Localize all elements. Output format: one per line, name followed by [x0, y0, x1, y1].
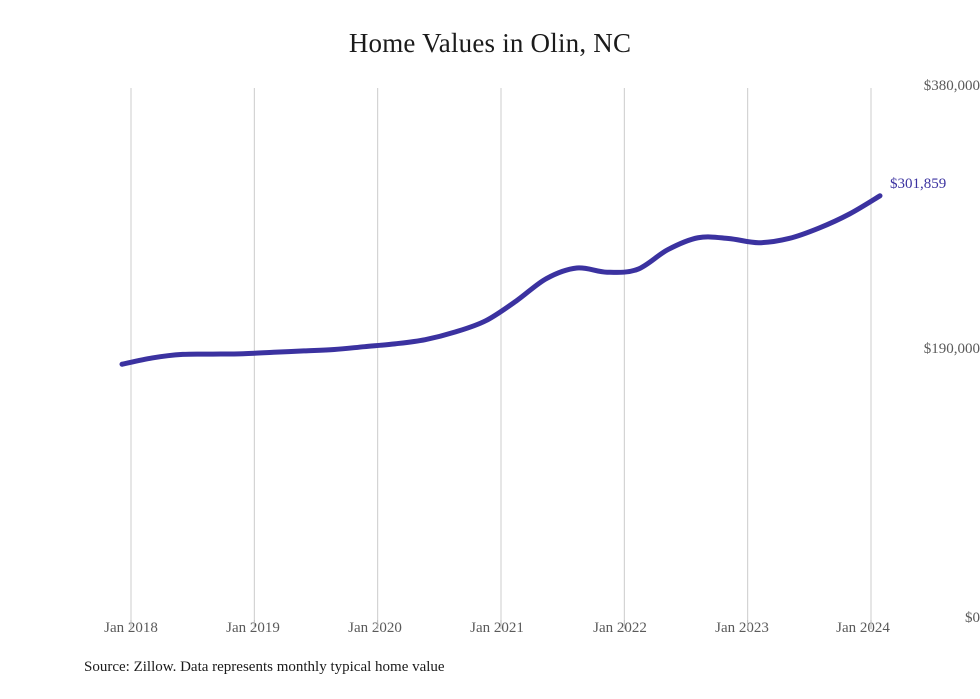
y-axis-tick-label-380000: $380,000	[923, 78, 980, 94]
x-axis-tick-marks	[130, 620, 872, 629]
source-note: Source: Zillow. Data represents monthly …	[84, 659, 445, 675]
chart-title: Home Values in Olin, NC	[348, 28, 632, 58]
x-axis-tick-label-jan-2019: Jan 2019	[226, 620, 280, 636]
x-axis-tick-label-jan-2021: Jan 2021	[470, 620, 524, 636]
x-axis-tick-label-jan-2020: Jan 2020	[348, 620, 402, 636]
endpoint-value-annotation: $301,859	[890, 176, 947, 192]
x-axis-tick-label-jan-2024: Jan 2024	[836, 620, 890, 636]
y-axis-tick-label-190000: $190,000	[923, 341, 980, 357]
vertical-gridlines	[130, 88, 872, 620]
y-axis-tick-label-0: $0	[965, 610, 980, 626]
x-axis-tick-label-jan-2022: Jan 2022	[593, 620, 647, 636]
home-value-line-series	[119, 193, 883, 367]
x-axis-tick-label-jan-2023: Jan 2023	[715, 620, 769, 636]
